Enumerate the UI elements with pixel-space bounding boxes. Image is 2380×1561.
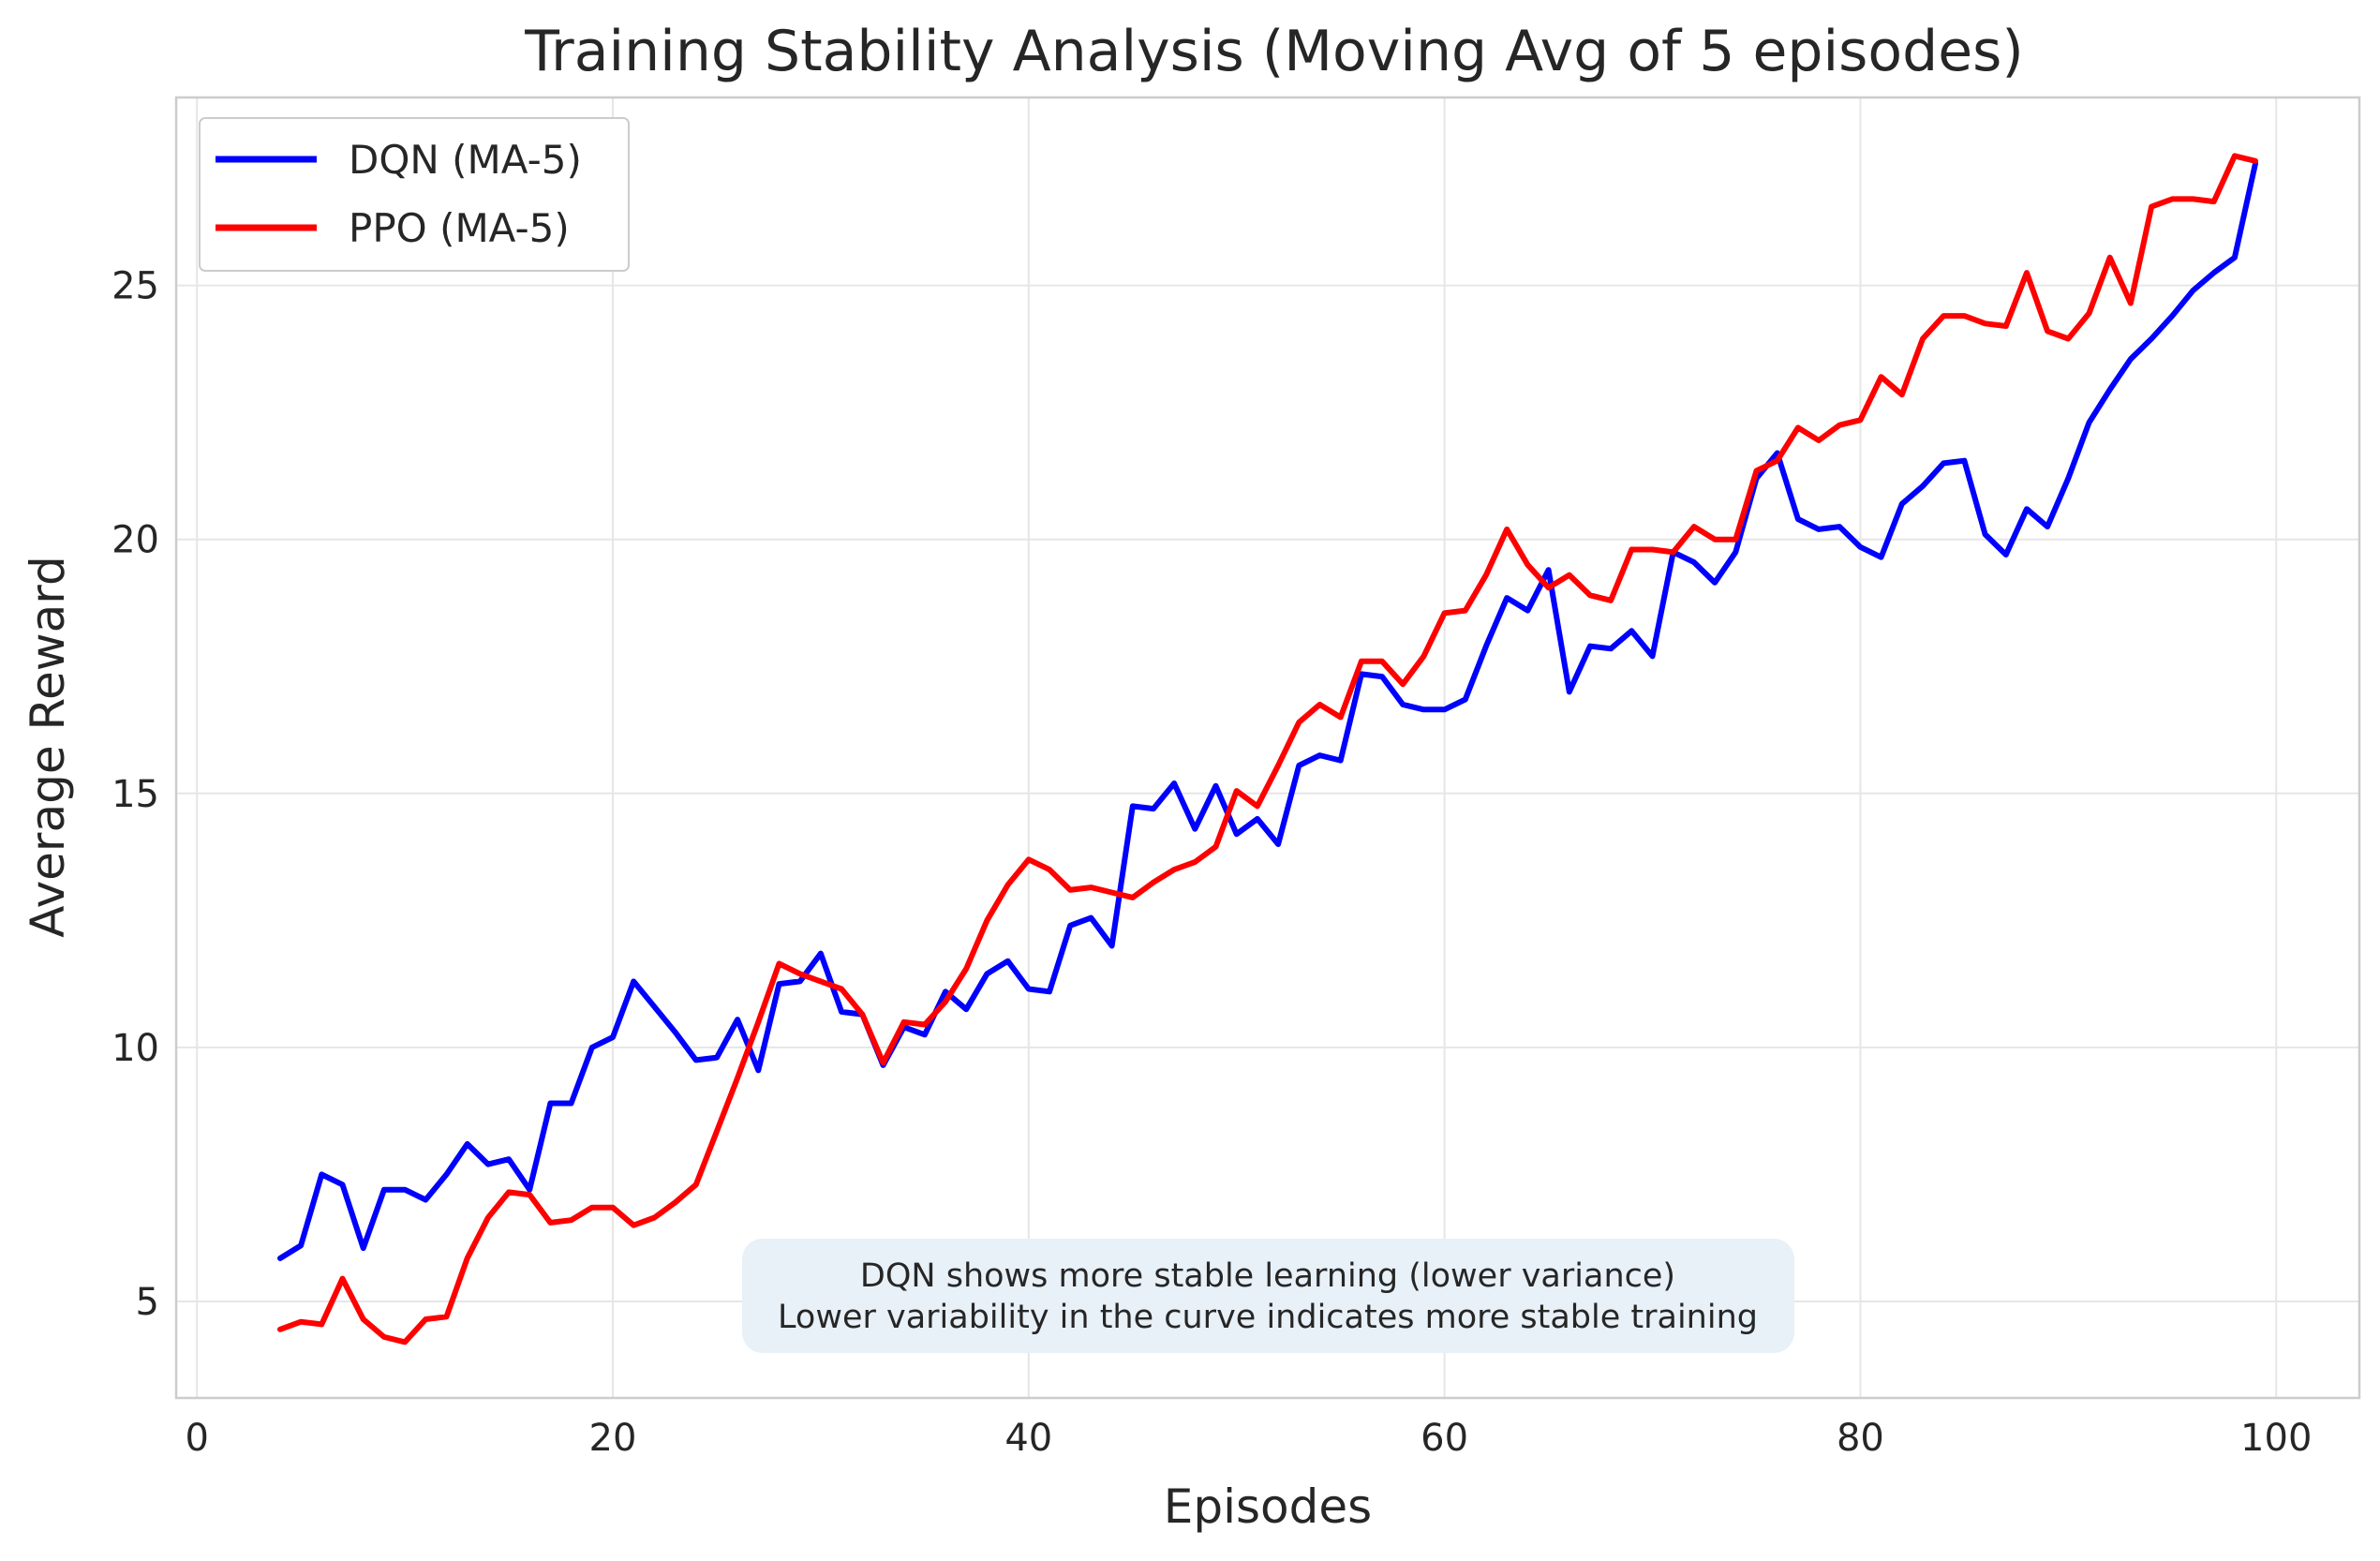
x-tick-label: 80 [1837, 1417, 1884, 1460]
y-tick-label: 10 [112, 1027, 159, 1070]
y-axis-label: Average Reward [21, 556, 75, 937]
x-axis-label: Episodes [1164, 1479, 1372, 1534]
legend-label-ppo: PPO (MA-5) [349, 205, 570, 251]
series-layer [277, 153, 2258, 1345]
y-tick-label: 15 [112, 773, 159, 816]
x-tick-label: 40 [1004, 1417, 1052, 1460]
y-tick-label: 5 [136, 1281, 159, 1324]
legend-label-dqn: DQN (MA-5) [349, 137, 582, 183]
chart-title: Training Stability Analysis (Moving Avg … [524, 19, 2024, 84]
legend: DQN (MA-5) PPO (MA-5) [199, 117, 630, 272]
grid-lines [176, 97, 2359, 1398]
series-line-ppo [277, 153, 2258, 1345]
x-tick-label: 60 [1421, 1417, 1468, 1460]
x-tick-label: 0 [185, 1417, 208, 1460]
series-line-dqn [277, 160, 2258, 1261]
annotation-line-1: DQN shows more stable learning (lower va… [860, 1257, 1675, 1295]
x-tick-label: 100 [2240, 1417, 2312, 1460]
y-tick-label: 20 [112, 519, 159, 562]
x-tick-label: 20 [589, 1417, 637, 1460]
x-axis-ticks: 0 20 40 60 80 100 [185, 1417, 2312, 1460]
annotation: DQN shows more stable learning (lower va… [742, 1239, 1794, 1353]
annotation-box [742, 1239, 1794, 1353]
y-axis-ticks: 5 10 15 20 25 [112, 265, 159, 1324]
annotation-line-2: Lower variability in the curve indicates… [778, 1299, 1758, 1336]
y-tick-label: 25 [112, 265, 159, 308]
plot-area-frame [174, 96, 2361, 1400]
